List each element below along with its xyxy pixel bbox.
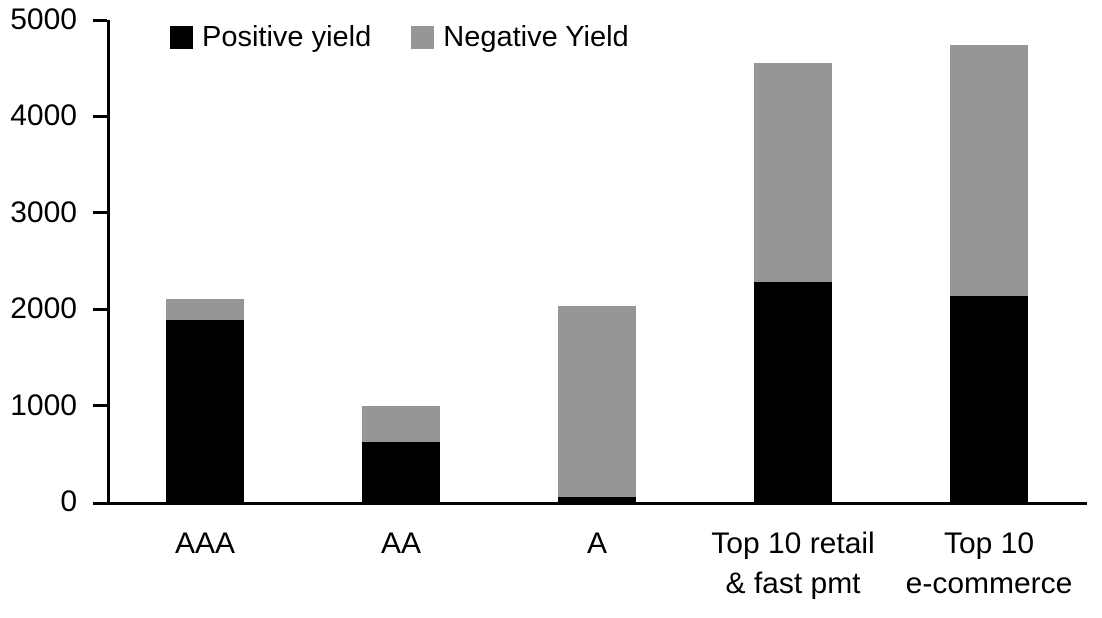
x-category-label-line: AA bbox=[380, 527, 422, 560]
x-category-label: A bbox=[499, 524, 695, 564]
bar-segment-positive bbox=[166, 319, 244, 502]
y-tick-label: 3000 bbox=[10, 195, 77, 229]
x-category-label-line: Top 10 retail bbox=[711, 527, 875, 560]
x-category-label-line: A bbox=[586, 527, 607, 560]
legend-label-positive-yield: Positive yield bbox=[202, 21, 372, 53]
bar-segment-positive bbox=[362, 442, 440, 502]
y-tick-label: 4000 bbox=[10, 99, 77, 133]
y-axis-tick bbox=[93, 114, 107, 118]
x-category-label: Top 10 e-commerce bbox=[891, 524, 1087, 604]
legend: Positive yield Negative Yield bbox=[170, 21, 629, 54]
x-category-label-line: & fast pmt bbox=[725, 567, 861, 600]
y-axis-tick bbox=[93, 404, 107, 408]
y-tick-label: 5000 bbox=[10, 3, 77, 36]
bar-segment-negative bbox=[166, 298, 244, 320]
legend-item-negative-yield: Negative Yield bbox=[411, 21, 629, 54]
x-category-label: AA bbox=[303, 524, 499, 564]
legend-item-positive-yield: Positive yield bbox=[170, 21, 371, 54]
x-category-label-line: e-commerce bbox=[905, 567, 1073, 600]
x-category-label: AAA bbox=[107, 524, 303, 564]
y-axis-tick bbox=[93, 307, 107, 311]
bar-segment-negative bbox=[362, 405, 440, 443]
bar-segment-negative bbox=[950, 45, 1028, 296]
y-axis-tick bbox=[93, 211, 107, 215]
y-tick-label: 0 bbox=[60, 485, 77, 518]
bar-segment-positive bbox=[950, 295, 1028, 502]
x-category-label-line: AAA bbox=[174, 527, 236, 560]
x-axis-line bbox=[93, 502, 1087, 505]
y-tick-label: 1000 bbox=[10, 388, 77, 422]
legend-label-negative-yield: Negative Yield bbox=[443, 21, 629, 53]
negative-yield-swatch-icon bbox=[411, 26, 435, 49]
x-category-label-line: Top 10 bbox=[943, 527, 1035, 560]
x-category-label: Top 10 retail & fast pmt bbox=[695, 524, 891, 604]
bar-segment-positive bbox=[558, 497, 636, 502]
positive-yield-swatch-icon bbox=[170, 26, 193, 49]
bar-segment-negative bbox=[558, 306, 636, 498]
bar-segment-positive bbox=[754, 282, 832, 502]
y-tick-label: 2000 bbox=[10, 292, 77, 326]
bar-segment-negative bbox=[754, 63, 832, 283]
y-axis-tick bbox=[93, 18, 107, 22]
y-axis-line bbox=[107, 20, 110, 502]
